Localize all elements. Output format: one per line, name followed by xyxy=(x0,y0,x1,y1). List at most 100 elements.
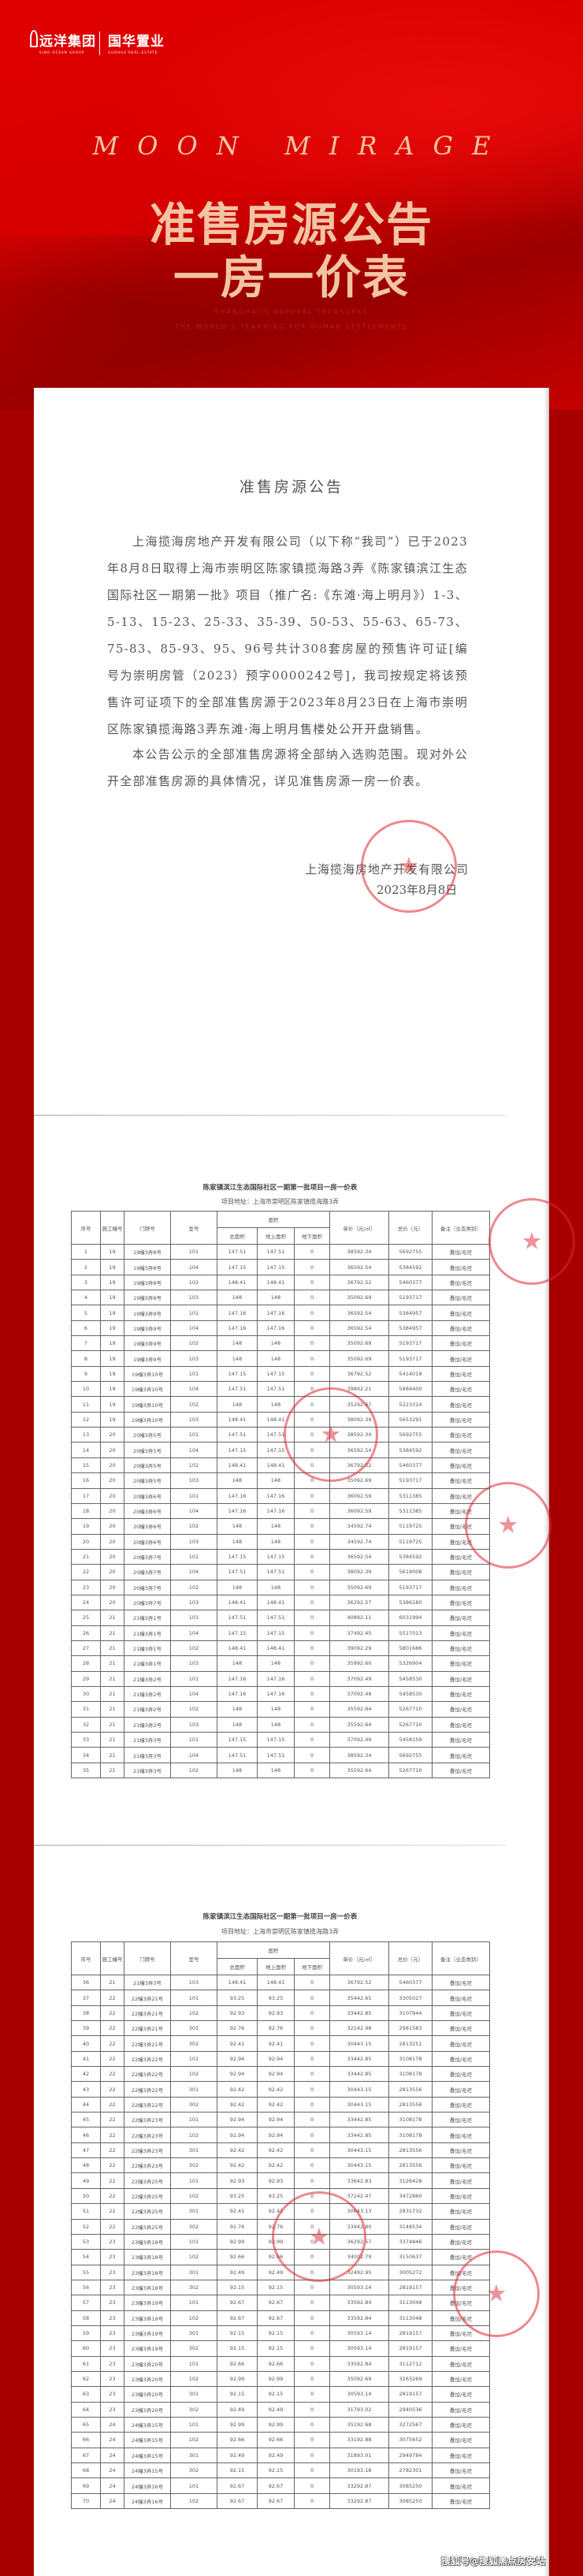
cell-below-area: 0 xyxy=(293,1747,331,1763)
cell-total-area: 92.99 xyxy=(217,2233,258,2250)
tagline-1: SHANGHAI'S NATURAL TREASURES xyxy=(214,308,369,315)
cell-seq: 30 xyxy=(71,1685,101,1703)
cell-total-area: 148.41 xyxy=(217,1411,258,1428)
cell-total-price: 5311385 xyxy=(388,1502,433,1520)
table-row: 7 19 19幢3弄9号 102 148 148 0 35092.69 5193717 叠加/毛坯 xyxy=(71,1335,491,1352)
cell-remark: 叠加/毛坯 xyxy=(432,2462,491,2479)
cell-above-area: 92.15 xyxy=(257,2386,295,2403)
cell-total-price: 5458159 xyxy=(388,1731,433,1748)
cell-door: 22幢3弄21号 xyxy=(124,2005,171,2022)
cell-total-price: 5692755 xyxy=(388,1747,433,1763)
cell-seq: 39 xyxy=(71,2020,101,2037)
cell-remark: 叠加/毛坯 xyxy=(432,1487,491,1504)
cell-below-area: 0 xyxy=(293,2112,331,2128)
cell-above-area: 92.66 xyxy=(257,2355,295,2372)
cell-remark: 叠加/毛坯 xyxy=(432,2020,491,2037)
table-row: 53 23 23幢3弄18号 101 92.99 92.99 0 36292.57 337484… xyxy=(71,2233,491,2250)
cell-remark: 叠加/毛坯 xyxy=(432,1701,491,1718)
cell-room: 102 xyxy=(170,1518,217,1535)
cell-remark: 叠加/毛坯 xyxy=(432,1427,491,1443)
cell-total-area: 92.94 xyxy=(217,2112,258,2128)
cell-building: 21 xyxy=(100,1640,124,1657)
cell-building: 21 xyxy=(100,1685,124,1703)
header-door: 门牌号 xyxy=(124,1211,171,1245)
table-row: 1 19 19幢3弄8号 101 147.51 147.51 0 38592.34 569275… xyxy=(71,1243,491,1260)
table-row: 12 19 19幢3弄10号 103 148.41 148.41 0 38092.39 5653… xyxy=(71,1411,491,1428)
cell-remark: 叠加/毛坯 xyxy=(432,1762,491,1779)
cell-seq: 28 xyxy=(71,1655,101,1672)
cell-below-area: 0 xyxy=(293,1487,331,1504)
cell-door: 20幢3弄7号 xyxy=(124,1564,171,1580)
header-room: 室号 xyxy=(170,1211,217,1245)
cell-total-price: 2819157 xyxy=(388,2325,433,2342)
cell-total-price: 5384957 xyxy=(388,1305,433,1321)
cell-unit-price: 30193.18 xyxy=(329,2462,390,2479)
table-row: 24 20 20幢3弄7号 103 148.41 148.41 0 36292.57 53861… xyxy=(71,1594,491,1611)
cell-door: 23幢3弄20号 xyxy=(124,2401,171,2418)
cell-total-area: 92.49 xyxy=(217,2447,258,2464)
cell-room: 103 xyxy=(170,1533,217,1550)
cell-unit-price: 35092.69 xyxy=(329,1350,390,1367)
cell-building: 23 xyxy=(100,2325,124,2342)
cell-below-area: 0 xyxy=(293,1305,331,1321)
cell-total-price: 3108178 xyxy=(388,2050,433,2068)
brand1-name: 远洋集团 xyxy=(39,34,96,50)
cell-total-price: 2819157 xyxy=(388,2386,433,2403)
cell-door: 22幢3弄25号 xyxy=(124,2218,171,2235)
cell-door: 21幢3弄1号 xyxy=(124,1625,171,1641)
cell-total-price: 3112712 xyxy=(388,2355,433,2372)
cell-room: 302 xyxy=(170,2279,217,2296)
table-row: 41 22 22幢3弄22号 101 92.94 92.94 0 33442.85 310817… xyxy=(71,2050,491,2068)
cell-remark: 叠加/毛坯 xyxy=(432,2142,491,2159)
cell-below-area: 0 xyxy=(293,1502,331,1520)
table-row: 30 21 21幢3弄2号 104 147.16 147.16 0 37092.49 54585… xyxy=(71,1685,491,1703)
header-remark: 备注（业态类别） xyxy=(432,1211,491,1245)
cell-building: 22 xyxy=(100,2157,124,2174)
cell-above-area: 92.15 xyxy=(257,2340,295,2357)
cell-below-area: 0 xyxy=(293,2142,331,2159)
table-row: 70 24 24幢3弄16号 102 92.67 92.67 0 33292.87 308525… xyxy=(71,2492,491,2510)
cell-total-price: 5384957 xyxy=(388,1320,433,1337)
cell-above-area: 147.16 xyxy=(257,1320,295,1337)
cell-above-area: 92.49 xyxy=(257,2264,295,2280)
cell-unit-price: 30443.15 xyxy=(329,2035,390,2052)
cell-unit-price: 33592.84 xyxy=(329,2355,390,2372)
cell-unit-price: 31893.01 xyxy=(329,2447,390,2464)
table-row: 23 20 20幢3弄7号 102 148 148 0 35092.69 5193717 叠加/毛… xyxy=(71,1579,491,1595)
cell-above-area: 92.41 xyxy=(257,2203,295,2220)
cell-total-area: 148 xyxy=(217,1396,258,1413)
header-above-area: 地上面积 xyxy=(257,1227,295,1245)
cell-total-area: 92.49 xyxy=(217,2401,258,2418)
cell-remark: 叠加/毛坯 xyxy=(432,2249,491,2265)
cell-total-area: 92.93 xyxy=(217,2005,258,2022)
table-row: 29 21 21幢3弄2号 101 147.16 147.16 0 37092.49 54585… xyxy=(71,1670,491,1687)
cell-below-area: 0 xyxy=(293,1259,331,1275)
cell-remark: 叠加/毛坯 xyxy=(432,1396,491,1413)
cell-above-area: 148.41 xyxy=(257,1457,295,1474)
cell-total-area: 93.25 xyxy=(217,1990,258,2006)
cell-room: 101 xyxy=(170,1305,217,1321)
table-row: 28 21 21幢3弄1号 103 148 148 0 35992.60 5326904 叠加/毛… xyxy=(71,1655,491,1672)
cell-total-area: 147.16 xyxy=(217,1320,258,1337)
cell-seq: 37 xyxy=(71,1990,101,2006)
cell-total-area: 148.41 xyxy=(217,1594,258,1611)
cell-unit-price: 37242.47 xyxy=(329,2187,390,2205)
cell-building: 19 xyxy=(100,1305,124,1321)
cell-above-area: 147.15 xyxy=(257,1259,295,1275)
brand1-sub: SINO-OCEAN GROUP xyxy=(39,50,85,54)
cell-total-area: 92.99 xyxy=(217,2370,258,2388)
cell-seq: 22 xyxy=(71,1564,101,1580)
cell-unit-price: 30443.15 xyxy=(329,2096,390,2113)
cell-total-area: 148.41 xyxy=(217,1274,258,1291)
cell-seq: 51 xyxy=(71,2203,101,2220)
table-row: 9 19 19幢3弄10号 101 147.15 147.15 0 36792.52 54140… xyxy=(71,1365,491,1383)
cell-door: 19幢3弄10号 xyxy=(124,1396,171,1413)
cell-above-area: 148 xyxy=(257,1533,295,1550)
cell-building: 22 xyxy=(100,2035,124,2052)
cell-remark: 叠加/毛坯 xyxy=(432,2340,491,2357)
cell-remark: 叠加/毛坯 xyxy=(432,1381,491,1398)
cell-total-price: 6031994 xyxy=(388,1610,433,1626)
cell-remark: 叠加/毛坯 xyxy=(432,2416,491,2433)
cell-below-area: 0 xyxy=(293,2187,331,2205)
cell-total-area: 92.99 xyxy=(217,2416,258,2433)
